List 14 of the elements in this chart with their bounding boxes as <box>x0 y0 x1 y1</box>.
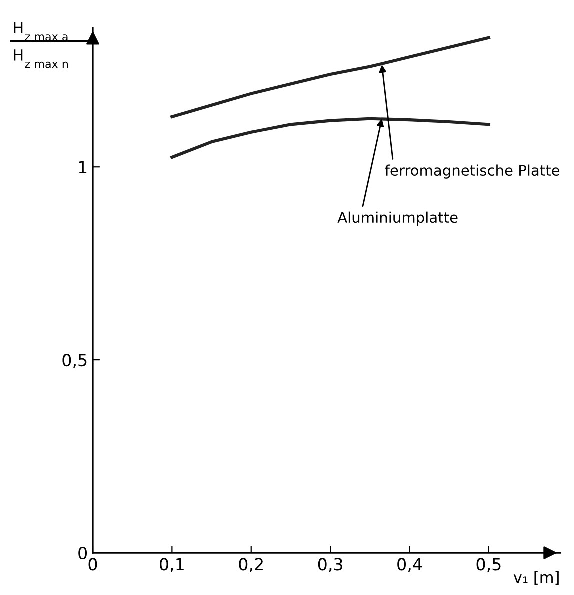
annotation: ferromagnetische Platte <box>385 164 560 179</box>
x-tick-label: 0 <box>88 558 98 571</box>
line-series <box>170 36 490 118</box>
line-series <box>170 117 490 159</box>
x-tick-label: 0,3 <box>318 558 342 572</box>
y-tick-label: 0 <box>78 546 88 560</box>
annotation: Aluminiumplatte <box>338 212 458 226</box>
x-axis-title: v₁ [m] <box>514 571 559 585</box>
y-tick-label: 0,5 <box>62 354 87 368</box>
x-tick-label: 0,2 <box>239 558 263 572</box>
y-tick-label: 1 <box>79 161 87 174</box>
x-tick-label: 0,4 <box>398 558 422 572</box>
x-tick-label: 0,5 <box>476 558 501 572</box>
x-tick-label: 0,1 <box>160 558 184 572</box>
